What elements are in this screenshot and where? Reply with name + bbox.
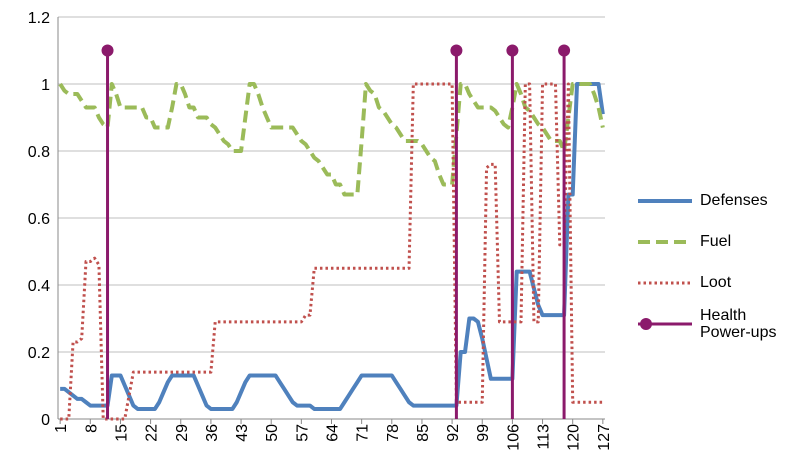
stem-marker [558,44,571,57]
legend-swatch [638,198,692,203]
legend-swatch [638,239,692,244]
stem-marker [450,44,463,57]
series-line [60,82,605,411]
legend-label: Health Power-ups [700,306,777,341]
x-tick-label: 57 [294,424,311,442]
y-tick-label: 0 [41,412,50,429]
legend-swatch [638,281,692,284]
legend-label: Fuel [700,233,732,250]
legend-item: Fuel [636,221,786,262]
x-tick-label: 8 [83,424,100,433]
x-tick-label: 50 [264,424,281,442]
y-tick-label: 1.2 [28,10,50,27]
x-tick-label: 22 [144,424,161,442]
x-tick-label: 29 [174,424,191,442]
x-tick-label: 127 [596,424,613,451]
x-tick-label: 1 [53,424,70,433]
x-tick-label: 78 [385,424,402,442]
y-tick-label: 1 [41,77,50,94]
legend-label: Loot [700,274,732,291]
y-tick-label: 0.4 [28,278,50,295]
x-tick-label: 120 [566,424,583,451]
legend-item: Defenses [636,180,786,221]
legend-marker [640,317,652,330]
x-tick-label: 106 [505,424,522,451]
x-tick-label: 43 [234,424,251,442]
x-tick-label: 71 [355,424,372,442]
x-tick-label: 85 [415,424,432,442]
series-line [60,82,603,421]
legend-item: Health Power-ups [636,303,786,344]
y-tick-label: 0.6 [28,211,50,228]
stem-marker [506,44,519,57]
x-tick-label: 113 [536,424,553,450]
legend: Defenses Fuel Loot Health Power-ups [636,180,786,344]
legend-label: Defenses [700,192,768,209]
x-tick-label: 92 [445,424,462,442]
series-line [58,82,605,197]
x-tick-label: 36 [204,424,221,442]
legend-swatch [638,317,692,330]
x-tick-label: 15 [113,424,130,442]
y-tick-label: 0.2 [28,345,50,362]
stem-marker [101,44,114,57]
x-tick-label: 99 [475,424,492,442]
y-tick-label: 0.8 [28,144,50,161]
legend-item: Loot [636,262,786,303]
x-tick-label: 64 [325,424,342,442]
